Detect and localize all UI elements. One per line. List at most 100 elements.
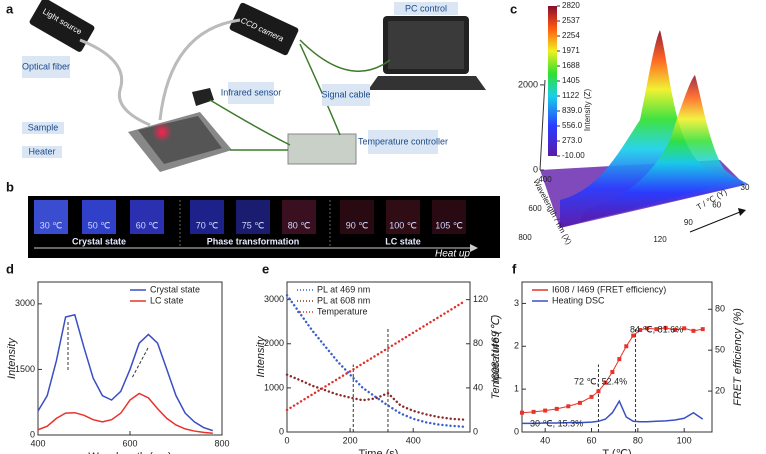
series-line (285, 300, 465, 412)
y-axis-label: Intensity (255, 335, 267, 377)
label: Signal cable (321, 89, 370, 99)
legend-label: LC state (150, 295, 184, 305)
group-label: Phase transformation (207, 236, 300, 246)
x-tick-label: 400 (30, 438, 45, 448)
y2-tick-label: 120 (473, 294, 488, 304)
temp-label: 70 ℃ (196, 220, 219, 230)
plot-frame (521, 281, 713, 433)
point (596, 389, 601, 394)
colorbar-label: 2254 (562, 31, 580, 40)
panel-label: b (6, 179, 14, 194)
point (617, 357, 622, 362)
y2-tick-label: 80 (715, 304, 725, 314)
series-line (37, 313, 214, 432)
temp-label: 50 ℃ (88, 220, 111, 230)
temp-label: 100 ℃ (389, 220, 417, 230)
surface-drawing (539, 30, 748, 233)
y2-axis-label: Temperature (℃) (490, 314, 502, 399)
colorbar-label: 273.0 (562, 136, 583, 145)
colorbar (548, 6, 557, 156)
setup-drawing (29, 0, 486, 172)
y-tick-label: 0 (30, 429, 35, 439)
x-tick-label: 200 (343, 435, 358, 445)
z-tick-label: 0 (533, 164, 538, 174)
temp-label: 90 ℃ (346, 220, 369, 230)
y2-tick-label: 40 (473, 382, 483, 392)
colorbar-label: 2820 (562, 1, 580, 10)
legend-label: Heating DSC (552, 295, 605, 305)
y-tick-label: 1500 (15, 364, 35, 374)
label: PC control (405, 3, 447, 13)
y-tick-label: 3000 (15, 298, 35, 308)
point (531, 409, 536, 414)
y-tick-label: 120 (653, 235, 667, 244)
temp-label: 60 ℃ (136, 220, 159, 230)
point (589, 394, 594, 399)
point (638, 328, 643, 332)
colorbar-label: 1405 (562, 76, 580, 85)
colorbar-label: 2537 (562, 16, 580, 25)
point (663, 325, 668, 330)
annotation: 72 ℃, 52.4% (574, 376, 627, 386)
legend-label: PL at 608 nm (317, 295, 370, 305)
legend-label: PL at 469 nm (317, 284, 370, 294)
y-tick-label: 60 (712, 200, 721, 209)
series-line (522, 399, 704, 425)
panel-label: f (512, 261, 517, 276)
x-tick-label: 400 (538, 175, 552, 184)
y2-tick-label: 80 (473, 338, 483, 348)
temp-label: 75 ℃ (242, 220, 265, 230)
colorbar-label: -10.00 (562, 151, 585, 160)
x-tick-label: 400 (406, 435, 421, 445)
y2-tick-label: 20 (715, 385, 725, 395)
point (543, 408, 548, 413)
group-label: LC state (385, 236, 421, 246)
y-axis-label: I608 / I469 (490, 331, 502, 383)
point (566, 404, 571, 409)
x-tick-label: 40 (540, 435, 550, 445)
annotation: 84 ℃, 81.6% (630, 324, 683, 334)
annotation: 30 ℃, 15.3% (530, 418, 583, 428)
x-tick-label: 60 (587, 435, 597, 445)
plot-frame (37, 281, 223, 436)
point (554, 406, 559, 411)
x-tick-label: 0 (284, 435, 289, 445)
legend-label: Crystal state (150, 284, 200, 294)
panel-label: d (6, 261, 14, 276)
series-line (285, 373, 465, 421)
x-tick-label: 600 (122, 438, 137, 448)
colorbar-label: 556.0 (562, 121, 583, 130)
point (577, 400, 582, 405)
colorbar-label: 1122 (562, 91, 580, 100)
series-line (37, 392, 213, 434)
y-tick-label: 0 (514, 426, 519, 436)
y-tick-label: 90 (684, 218, 693, 227)
label: Optical fiber (22, 61, 70, 71)
panel-label: a (6, 1, 14, 16)
point (624, 344, 629, 349)
temp-label: 30 ℃ (40, 220, 63, 230)
arrow-label: Heat up (435, 249, 470, 260)
group-label: Crystal state (72, 236, 126, 246)
y2-tick-label: 0 (473, 426, 478, 436)
legend-label: Temperature (317, 306, 368, 316)
colorbar-label: 1971 (562, 46, 580, 55)
legend-label: I608 / I469 (FRET efficiency) (552, 284, 666, 294)
point (700, 327, 705, 332)
y-tick-label: 2000 (264, 338, 284, 348)
point (645, 326, 650, 331)
z-axis-label: Intensity (Z) (583, 89, 592, 132)
x-tick-label: 100 (677, 435, 692, 445)
x-tick-label: 600 (528, 204, 542, 213)
label: Heater (28, 146, 55, 156)
point (610, 370, 615, 374)
x-axis-label: Wavelength (nm) (88, 451, 171, 454)
z-tick-label: 2000 (518, 79, 538, 89)
point (654, 327, 659, 332)
temp-label: 80 ℃ (288, 220, 311, 230)
y2-axis-label: FRET efficiency (%) (732, 308, 744, 406)
y-axis-label: Intensity (6, 337, 18, 379)
colorbar-label: 839.0 (562, 106, 583, 115)
